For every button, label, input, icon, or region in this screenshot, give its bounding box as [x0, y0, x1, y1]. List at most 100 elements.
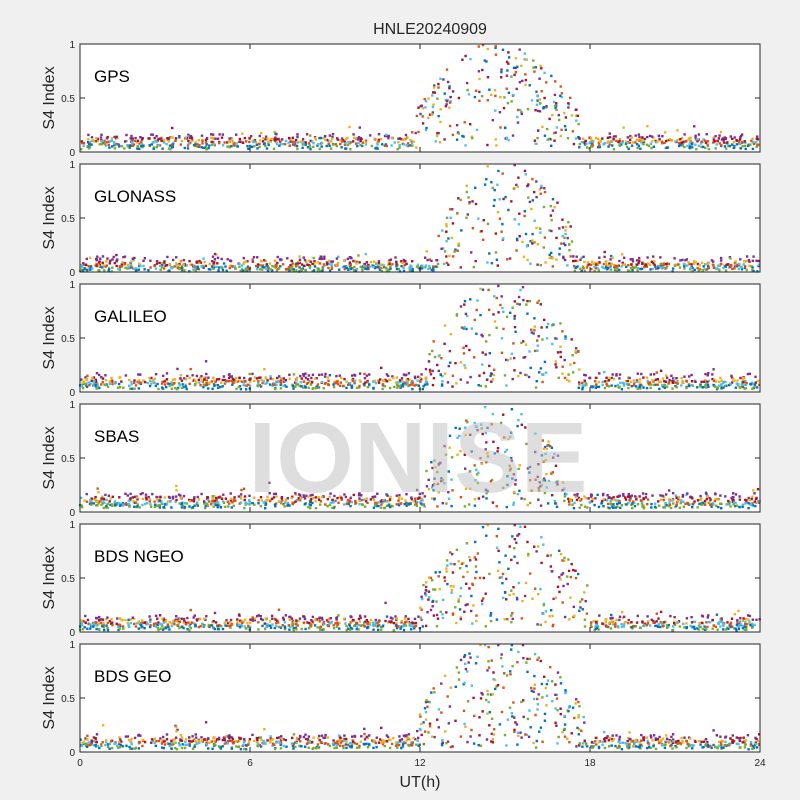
data-point — [492, 373, 496, 377]
data-point — [532, 66, 535, 69]
data-point — [524, 581, 528, 585]
data-point — [753, 500, 756, 503]
data-point — [175, 256, 178, 259]
data-point — [542, 479, 545, 482]
data-point — [214, 496, 218, 500]
data-point — [96, 382, 99, 386]
data-point — [105, 624, 108, 627]
data-point — [641, 136, 644, 139]
data-point — [111, 495, 114, 498]
data-point — [331, 135, 334, 139]
data-point — [180, 506, 184, 509]
data-point — [156, 626, 160, 630]
data-point — [512, 66, 516, 70]
data-point — [520, 413, 523, 416]
data-point — [590, 267, 593, 271]
data-point — [190, 263, 194, 266]
data-point — [734, 263, 737, 266]
data-point — [336, 137, 339, 140]
data-point — [134, 384, 138, 387]
data-point — [288, 373, 291, 376]
data-point — [567, 102, 570, 105]
data-point — [602, 262, 606, 266]
data-point — [343, 493, 346, 496]
data-point — [517, 419, 520, 422]
data-point — [83, 626, 86, 629]
data-point — [669, 506, 673, 510]
data-point — [536, 623, 539, 626]
data-point — [313, 137, 317, 140]
data-point — [192, 268, 195, 271]
data-point — [300, 263, 304, 266]
data-point — [527, 554, 530, 557]
data-point — [639, 383, 643, 386]
data-point — [283, 143, 287, 146]
data-point — [350, 500, 353, 504]
data-point — [273, 259, 277, 262]
data-point — [659, 610, 663, 614]
data-point — [696, 266, 699, 270]
data-point — [97, 264, 101, 267]
data-point — [220, 257, 223, 261]
data-point — [95, 264, 98, 267]
data-point — [169, 148, 172, 151]
data-point — [514, 330, 517, 333]
data-point — [480, 423, 483, 426]
data-point — [474, 558, 478, 561]
data-point — [606, 502, 610, 506]
data-point — [516, 598, 519, 601]
data-point — [357, 617, 361, 621]
data-point — [356, 144, 359, 148]
data-point — [462, 575, 465, 579]
data-point — [408, 383, 412, 387]
data-point — [193, 622, 196, 625]
data-point — [407, 372, 411, 375]
data-point — [396, 386, 399, 389]
data-point — [724, 628, 728, 631]
data-point — [599, 140, 602, 144]
data-point — [602, 266, 605, 270]
data-point — [729, 265, 732, 268]
data-point — [229, 626, 232, 629]
data-point — [706, 625, 709, 629]
data-point — [427, 116, 430, 119]
data-point — [416, 488, 419, 492]
data-point — [714, 135, 717, 138]
data-point — [525, 303, 528, 306]
data-point — [228, 502, 231, 505]
data-point — [130, 618, 133, 621]
data-point — [457, 600, 460, 603]
data-point — [471, 227, 475, 230]
data-point — [570, 114, 574, 117]
data-point — [725, 141, 729, 144]
data-point — [343, 617, 346, 620]
data-point — [603, 250, 606, 254]
data-point — [148, 500, 151, 503]
data-point — [625, 382, 629, 386]
data-point — [644, 492, 648, 496]
data-point — [388, 386, 392, 390]
data-point — [621, 610, 624, 614]
data-point — [374, 501, 377, 505]
data-point — [569, 596, 572, 599]
data-point — [647, 144, 651, 148]
data-point — [474, 202, 478, 206]
data-point — [212, 620, 215, 623]
data-point — [464, 467, 467, 470]
data-point — [612, 264, 616, 267]
data-point — [399, 502, 403, 505]
data-point — [298, 261, 301, 265]
data-point — [327, 383, 330, 386]
data-point — [385, 373, 389, 376]
data-point — [126, 263, 130, 267]
data-point — [323, 257, 326, 260]
data-point — [432, 103, 435, 106]
data-point — [593, 261, 597, 265]
data-point — [376, 622, 379, 625]
data-point — [221, 266, 224, 270]
data-point — [333, 380, 336, 384]
plot-area — [80, 284, 760, 392]
data-point — [269, 626, 273, 629]
data-point — [547, 502, 550, 505]
data-point — [516, 534, 519, 537]
